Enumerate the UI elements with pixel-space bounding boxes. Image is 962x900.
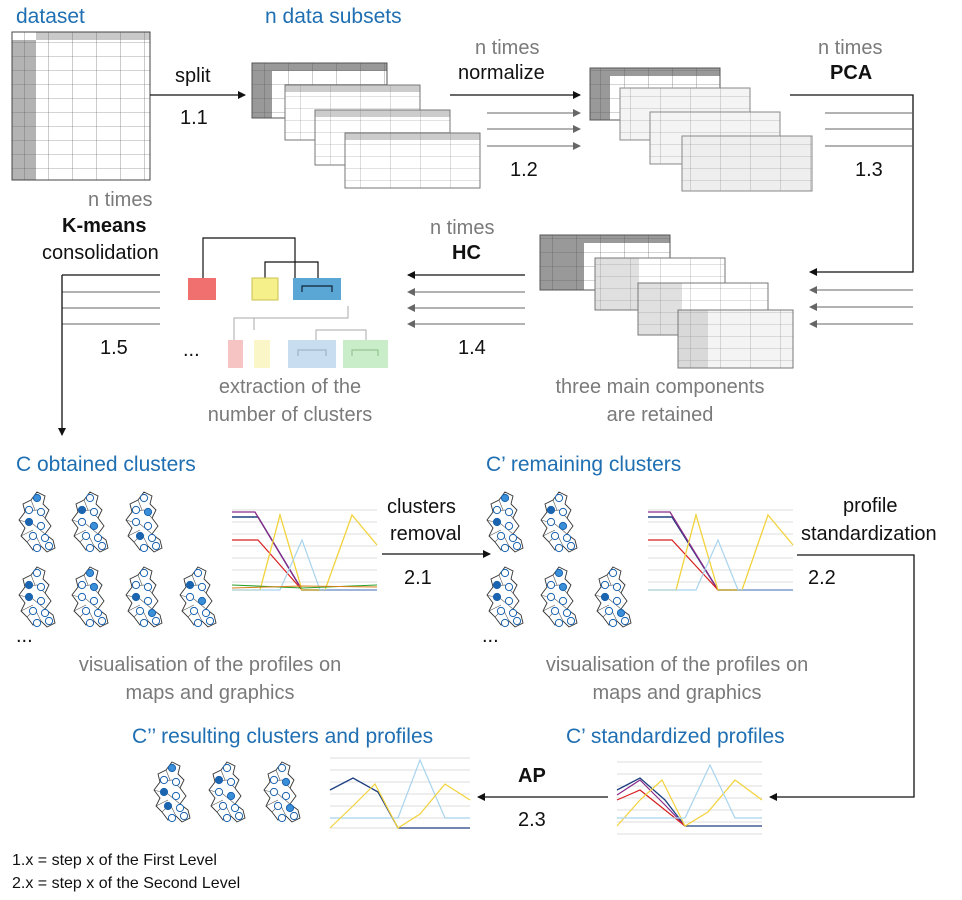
legend-first-level: 1.x = step x of the First Level [12,852,217,869]
step-1-1: 1.1 [180,107,208,129]
extraction-line-1: extraction of the [218,376,362,398]
step-2-3: 2.3 [518,809,546,831]
pca-label: PCA [830,62,873,84]
remaining-profiles-chart [648,505,794,593]
c-prime-standardized-title: C’ standardized profiles [566,725,785,748]
map-icon [263,761,301,823]
obtained-cluster-maps [18,491,217,628]
map-icon [594,566,632,628]
ap-label: AP [518,765,546,787]
normalize-arrows [450,91,581,150]
dendrogram [188,237,388,368]
visualisation-left-line-1: visualisation of the profiles on [78,654,342,676]
visualisation-left-line-2: maps and graphics [125,682,295,704]
map-icon [71,566,109,628]
map-icon [153,761,191,823]
normalized-subsets-stack [589,67,813,192]
profile-label: profile [843,495,898,517]
kmeans-connector [58,274,160,436]
three-components-line-1: three main components [555,376,765,398]
step-2-1: 2.1 [404,567,432,589]
visualisation-right-line-1: visualisation of the profiles on [545,654,809,676]
kmeans-label: K-means [62,215,147,237]
map-icon [486,491,524,553]
data-subsets-title: n data subsets [265,5,402,28]
maps-ellipsis-right: ... [482,625,499,647]
c-prime-remaining-title: C’ remaining clusters [486,453,682,476]
step-2-2: 2.2 [808,567,836,589]
data-subsets-stack [251,62,481,189]
obtained-profiles-chart [231,505,378,593]
c-obtained-title: C obtained clusters [16,453,196,476]
map-icon [486,566,524,628]
consolidation-label: consolidation [42,242,159,264]
dataset-title: dataset [16,5,85,28]
map-icon [18,566,56,628]
step-1-3: 1.3 [855,159,883,181]
step-1-2: 1.2 [510,159,538,181]
extraction-line-2: number of clusters [207,404,373,426]
resulting-profiles-chart [329,750,471,832]
dataset-table [11,31,151,181]
map-icon [125,566,163,628]
normalize-n-times: n times [475,37,540,59]
hc-label: HC [452,242,481,264]
hc-n-times: n times [430,217,495,239]
three-components-line-2: are retained [606,404,714,426]
maps-ellipsis-left: ... [16,625,33,647]
legend-second-level: 2.x = step x of the Second Level [12,875,241,892]
c-double-prime-title: C’’ resulting clusters and profiles [132,725,434,748]
kmeans-n-times: n times [88,189,153,211]
clusters-label: clusters [387,496,456,518]
split-label: split [175,65,211,87]
standardization-label: standardization [801,523,937,545]
profile-standardization-arrow [769,554,915,801]
normalize-label: normalize [458,62,545,84]
standardized-profiles-chart [616,755,763,837]
map-icon [540,491,578,553]
step-1-4: 1.4 [458,337,486,359]
remaining-cluster-maps [486,491,632,628]
dendrogram-ellipsis: ... [183,339,200,361]
map-icon [18,491,56,553]
hc-arrows [407,271,525,328]
pca-components-stack [539,234,794,369]
pca-n-times: n times [818,37,883,59]
pca-connector [790,94,914,328]
map-icon [208,761,246,823]
step-1-5: 1.5 [100,337,128,359]
map-icon [125,491,163,553]
map-icon [540,566,578,628]
visualisation-right-line-2: maps and graphics [592,682,762,704]
resulting-cluster-maps [153,761,301,823]
map-icon [71,491,109,553]
map-icon [179,566,217,628]
removal-label: removal [390,523,462,545]
